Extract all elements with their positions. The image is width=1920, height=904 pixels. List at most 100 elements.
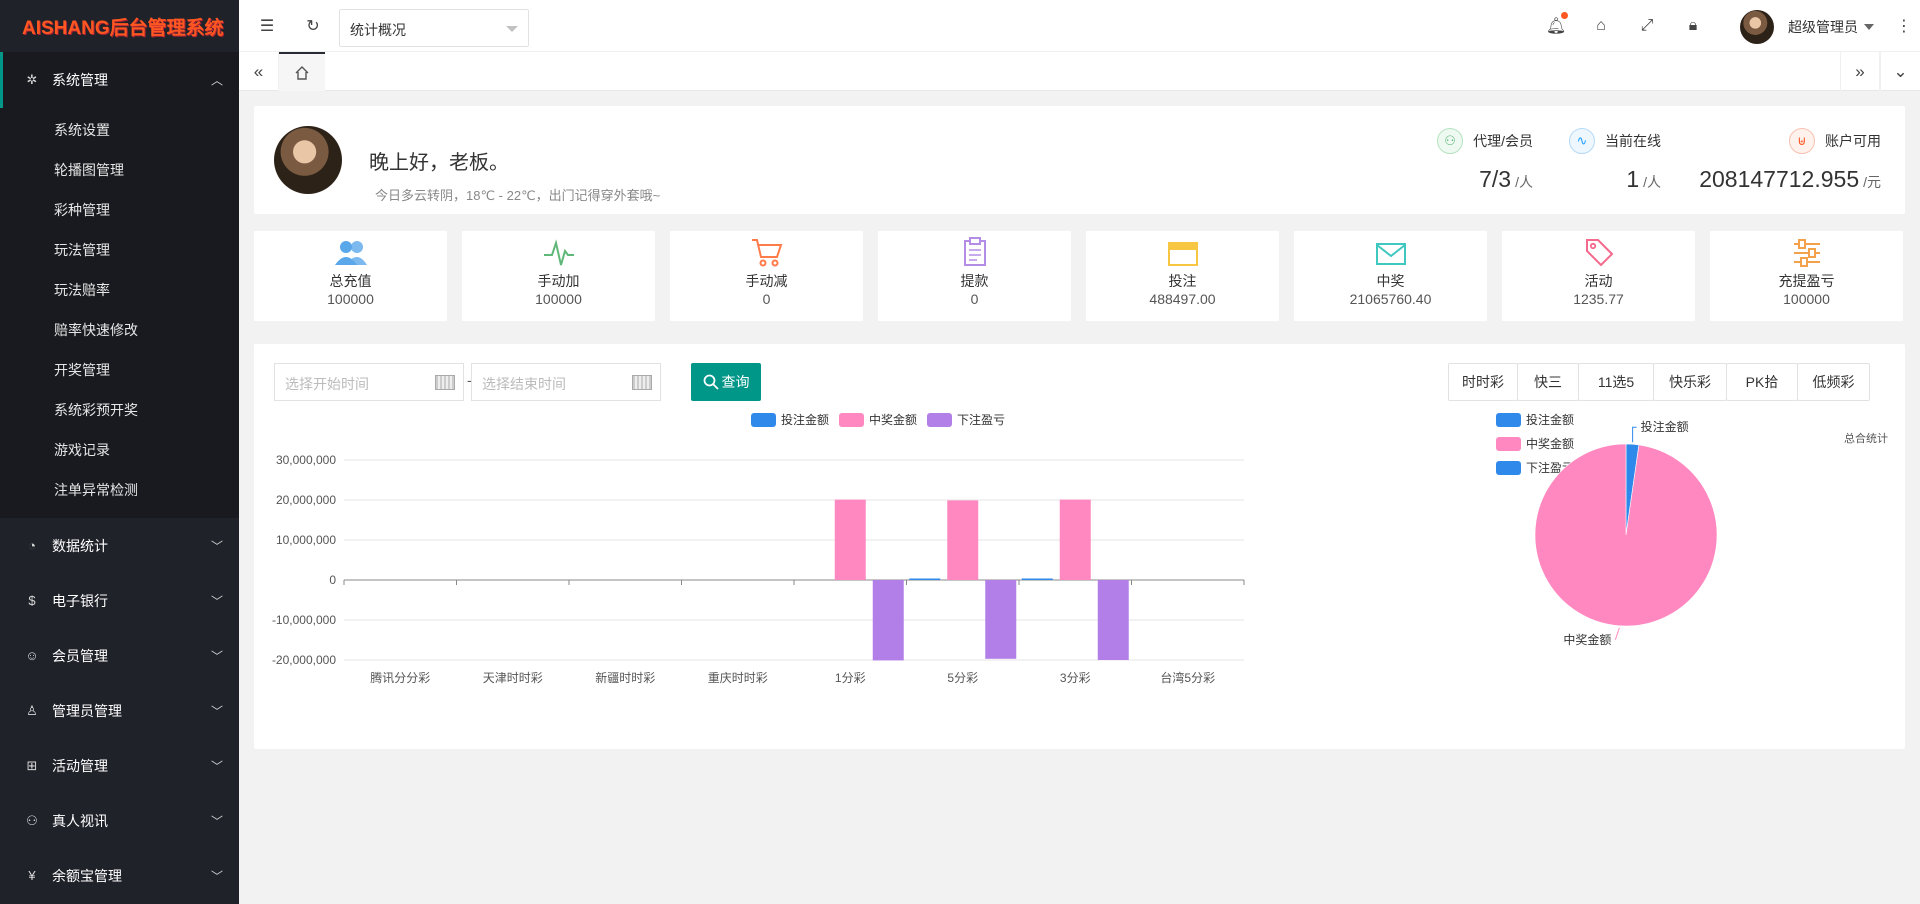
tile-label: 投注 [1168,273,1197,289]
tile-profit[interactable]: 充提盈亏 100000 [1710,231,1903,321]
bar[interactable] [985,580,1017,659]
nav-group-data-stats[interactable]: ◔ 数据统计 ﹀ [0,518,239,573]
tile-label: 手动减 [745,273,788,289]
x-tick-label: 5分彩 [947,671,978,685]
stat-label: 当前在线 [1605,133,1661,149]
chevron-up-icon: ︿ [210,73,223,88]
tile-win[interactable]: 中奖 21065760.40 [1294,231,1487,321]
main-content: 晚上好，老板。 今日多云转阴，18℃ - 22℃，出门记得穿外套哦~ ⚇ 代理/会… [239,91,1920,904]
tabs-scroll-left-icon[interactable]: « [239,52,279,91]
refresh-icon[interactable]: ↻ [306,18,320,35]
stat-online: ∿ 当前在线 1/人 [1569,128,1661,193]
pie-slice[interactable] [1534,443,1718,627]
nav-group-label: 活动管理 [52,757,108,774]
avatar [274,126,342,194]
date-separator: - [467,372,472,388]
menu-toggle-icon[interactable]: ☰ [259,18,275,35]
legend-swatch[interactable] [927,413,952,427]
lottery-btn-klc[interactable]: 快乐彩 [1653,363,1727,401]
x-tick-label: 1分彩 [835,671,866,685]
sidebar-item[interactable]: 赔率快速修改 [54,322,138,338]
nav-group-label: 管理员管理 [52,702,122,719]
nav-group-members[interactable]: ☺ 会员管理 ﹀ [0,628,239,683]
pie-title: 总合统计 [1844,431,1888,445]
sidebar-item[interactable]: 游戏记录 [54,442,110,458]
tile-total-recharge[interactable]: 总充值 100000 [254,231,447,321]
tile-withdraw[interactable]: 提款 0 [878,231,1071,321]
tile-value: 1235.77 [1573,291,1624,307]
nav-group-admins[interactable]: ♙ 管理员管理 ﹀ [0,683,239,738]
legend-label[interactable]: 下注盈亏 [957,412,1005,427]
pie-legend-swatch[interactable] [1496,413,1521,427]
pie-legend-label[interactable]: 投注金额 [1526,412,1574,427]
pie-legend-swatch[interactable] [1496,437,1521,451]
sidebar-item[interactable]: 注单异常检测 [54,482,138,498]
tile-activity[interactable]: 活动 1235.77 [1502,231,1695,321]
query-button[interactable]: 查询 [691,363,761,401]
sidebar-item[interactable]: 彩种管理 [54,202,110,218]
bar[interactable] [872,580,904,661]
end-date-input[interactable]: 选择结束时间 [471,363,661,401]
logo-text: AISHANG后台管理系统 [22,17,224,39]
lottery-btn-dpc[interactable]: 低频彩 [1797,363,1870,401]
bell-icon[interactable]: 🔔︎ [1544,12,1568,38]
nav-group-label: 余额宝管理 [52,867,122,884]
lottery-btn-k3[interactable]: 快三 [1517,363,1579,401]
tile-manual-add[interactable]: 手动加 100000 [462,231,655,321]
tile-label: 活动 [1584,273,1613,289]
nav-group-ebank[interactable]: $ 电子银行 ﹀ [0,573,239,628]
stat-value: 7/3 [1479,166,1512,192]
sidebar-item[interactable]: 玩法管理 [54,242,110,258]
pie-legend-label[interactable]: 中奖金额 [1526,436,1574,451]
stat-value: 1 [1626,166,1640,192]
bar[interactable] [1059,499,1091,580]
bar[interactable] [1021,578,1053,581]
tabs-dropdown-icon[interactable]: ⌄ [1880,52,1920,91]
tag-icon[interactable]: ⌂ [1596,17,1606,34]
legend-swatch[interactable] [751,413,776,427]
end-date-placeholder: 选择结束时间 [482,376,566,392]
bar[interactable] [834,499,866,580]
sidebar-item[interactable]: 系统彩预开奖 [54,402,138,418]
more-vertical-icon[interactable]: ⋮ [1896,18,1912,35]
pie-legend-swatch[interactable] [1496,461,1521,475]
legend-label[interactable]: 投注金额 [781,412,829,427]
sidebar-item[interactable]: 轮播图管理 [54,162,124,178]
nav-group-live-video[interactable]: ⚇ 真人视讯 ﹀ [0,793,239,848]
tile-bet[interactable]: 投注 488497.00 [1086,231,1279,321]
x-tick-label: 天津时时彩 [483,671,543,685]
tabs-scroll-right-icon[interactable]: » [1840,52,1880,91]
lottery-btn-11x5[interactable]: 11选5 [1578,363,1654,401]
bar[interactable] [947,500,979,580]
chevron-down-icon: ﹀ [210,594,223,608]
legend-label[interactable]: 中奖金额 [869,412,917,427]
nav-group-label: 会员管理 [52,647,108,664]
lottery-btn-pk10[interactable]: PK拾 [1726,363,1798,401]
page-select[interactable]: 统计概况 [339,9,529,47]
nav-group-yuebao[interactable]: ¥ 余额宝管理 ﹀ [0,848,239,903]
nav-group-activities[interactable]: ⊞ 活动管理 ﹀ [0,738,239,793]
sidebar-item[interactable]: 系统设置 [54,122,110,138]
app-logo[interactable]: AISHANG后台管理系统 [0,0,239,52]
start-date-input[interactable]: 选择开始时间 [274,363,464,401]
stat-unit: /人 [1643,174,1661,190]
user-menu[interactable]: 超级管理员 [1740,10,1874,44]
nav-group-system[interactable]: ✲ 系统管理 ︿ [0,52,239,108]
coin-icon: $ [28,593,36,608]
lottery-btn-ssc[interactable]: 时时彩 [1448,363,1518,401]
sidebar-item[interactable]: 开奖管理 [54,362,110,378]
stat-label: 代理/会员 [1473,133,1533,149]
lock-icon[interactable]: 🔒︎ [1688,17,1698,34]
tab-home[interactable] [279,52,325,91]
nav-group-label: 系统管理 [52,72,108,88]
bar[interactable] [909,578,941,581]
tile-manual-subtract[interactable]: 手动减 0 [670,231,863,321]
sidebar-item[interactable]: 玩法赔率 [54,282,110,298]
top-header: ☰ ↻ 统计概况 🔔︎ ⌂ ⤢ 🔒︎ 超级管理员 ⋮ [239,0,1920,52]
tile-label: 中奖 [1376,273,1405,289]
stat-unit: /元 [1863,174,1881,190]
bar[interactable] [1097,580,1129,660]
pulse-icon [543,239,574,266]
fullscreen-icon[interactable]: ⤢ [1640,17,1654,34]
legend-swatch[interactable] [839,413,864,427]
